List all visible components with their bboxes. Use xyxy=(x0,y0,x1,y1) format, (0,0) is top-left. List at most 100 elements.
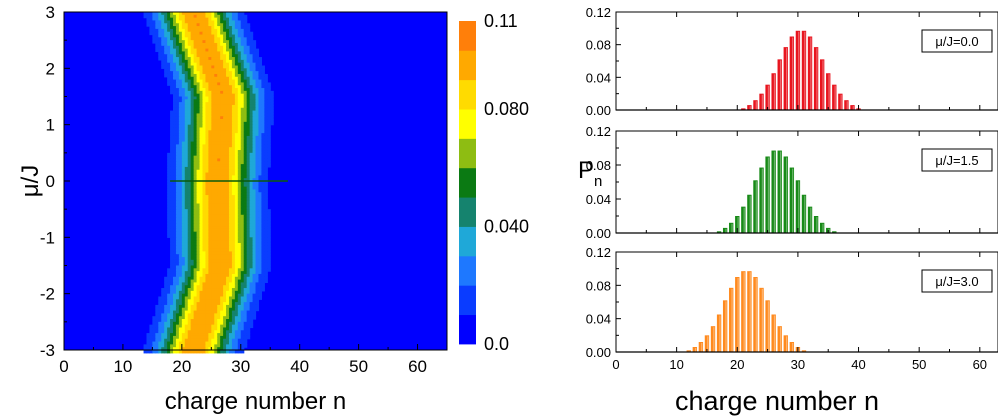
heatmap-cell xyxy=(246,93,251,98)
heatmap-cell xyxy=(220,313,224,317)
heatmap-cell xyxy=(217,211,221,216)
heatmap-cell xyxy=(264,90,268,95)
heatmap-cell xyxy=(211,161,215,165)
heatmap-cell xyxy=(193,304,198,309)
heatmap-cell xyxy=(158,14,162,19)
heatmap-cell xyxy=(243,26,248,30)
heatmap-cell xyxy=(175,268,180,272)
heatmap-cell xyxy=(184,268,189,272)
heatmap-cell xyxy=(167,335,171,340)
heatmap-cell xyxy=(234,237,239,241)
heatmap-cell xyxy=(223,79,227,84)
heatmap-cell xyxy=(152,20,156,24)
heatmap-cell xyxy=(249,57,254,61)
heatmap-cell xyxy=(190,341,195,345)
heatmap-cell xyxy=(184,127,189,131)
heatmap-cell xyxy=(196,155,201,160)
heatmap-cell xyxy=(217,65,221,69)
heatmap-cell xyxy=(178,197,183,202)
heatmap-cell xyxy=(243,45,248,50)
heatmap-cell xyxy=(226,12,230,16)
heatmap-cell xyxy=(240,65,245,69)
heatmap-cell xyxy=(243,164,248,168)
heatmap-cell xyxy=(243,51,248,55)
heatmap-cell xyxy=(199,228,204,233)
heatmap-cell xyxy=(214,23,218,27)
heatmap-cell xyxy=(208,59,212,64)
heatmap-cell xyxy=(240,248,245,253)
heatmap-cell xyxy=(208,285,212,289)
heatmap-cell xyxy=(173,76,177,81)
heatmap-cell xyxy=(149,350,153,354)
heatmap-cell xyxy=(184,40,189,44)
heatmap-cell xyxy=(178,189,183,193)
heatmap-cell xyxy=(181,99,186,103)
heatmap-cell xyxy=(178,248,183,253)
heatmap-cell xyxy=(237,313,242,317)
heatmap-cell xyxy=(190,175,195,179)
heatmap-cell xyxy=(190,133,195,137)
heatmap-cell xyxy=(264,231,268,236)
heatmap-cell xyxy=(223,304,227,309)
heatmap-cell xyxy=(178,90,183,95)
heatmap-cell xyxy=(205,302,209,306)
heatmap-cell xyxy=(214,186,218,191)
heatmap-cell xyxy=(184,344,189,348)
heatmap-cell xyxy=(184,228,189,233)
heatmap-cell xyxy=(181,327,186,331)
heatmap-cell xyxy=(193,135,198,140)
heatmap-cell xyxy=(234,85,239,89)
heatmap-cell xyxy=(214,62,218,67)
heatmap-cell xyxy=(246,85,251,89)
heatmap-cell xyxy=(173,34,177,38)
heatmap-cell xyxy=(214,321,218,326)
heatmap-cell xyxy=(164,290,168,295)
heatmap-cell xyxy=(255,192,260,196)
heatmap-cell xyxy=(170,164,174,168)
heatmap-cell xyxy=(246,178,251,182)
heatmap-cell xyxy=(211,37,215,41)
heatmap-cell xyxy=(246,248,251,253)
heatmap-cell xyxy=(243,104,248,109)
heatmap-cell xyxy=(184,178,189,182)
heatmap-cell xyxy=(164,338,168,343)
heatmap-cell xyxy=(249,265,254,269)
heatmap-cell xyxy=(270,119,274,123)
heatmap-cell xyxy=(237,54,242,58)
heatmap-cell xyxy=(196,220,201,224)
heatmap-cell xyxy=(211,200,215,205)
heatmap-cell xyxy=(231,223,236,227)
heatmap-cell xyxy=(220,23,224,27)
heatmap-cell xyxy=(211,166,215,171)
heatmap-cell xyxy=(220,31,224,36)
heatmap-cell xyxy=(228,282,233,286)
heatmap-cell xyxy=(184,113,189,117)
heatmap-cell xyxy=(175,99,180,103)
heatmap-cell xyxy=(226,234,230,238)
heatmap-cell xyxy=(184,23,189,27)
heatmap-cell xyxy=(261,259,265,264)
heatmap-cell xyxy=(252,293,257,298)
bar xyxy=(735,216,740,233)
heatmap-cell xyxy=(234,82,239,86)
heatmap-cell xyxy=(178,161,183,165)
heatmap-cell xyxy=(193,166,198,171)
heatmap-cell xyxy=(231,181,236,185)
heatmap-cell xyxy=(223,14,227,19)
heatmap-cell xyxy=(158,330,162,334)
heatmap-cell xyxy=(173,88,177,92)
heatmap-cell xyxy=(170,217,174,222)
heatmap-cell xyxy=(178,220,183,224)
heatmap-cell xyxy=(208,276,212,281)
heatmap-cell xyxy=(223,45,227,50)
heatmap-cell xyxy=(208,135,212,140)
heatmap-cell xyxy=(228,262,233,267)
heatmap-cell xyxy=(170,197,174,202)
heatmap-cell xyxy=(217,206,221,210)
heatmap-cell xyxy=(190,37,195,41)
heatmap-cell xyxy=(170,279,174,283)
heatmap-cell xyxy=(264,130,268,134)
heatmap-cell xyxy=(193,164,198,168)
heatmap-cell xyxy=(196,90,201,95)
legend-label: μ/J=0.0 xyxy=(935,34,978,49)
